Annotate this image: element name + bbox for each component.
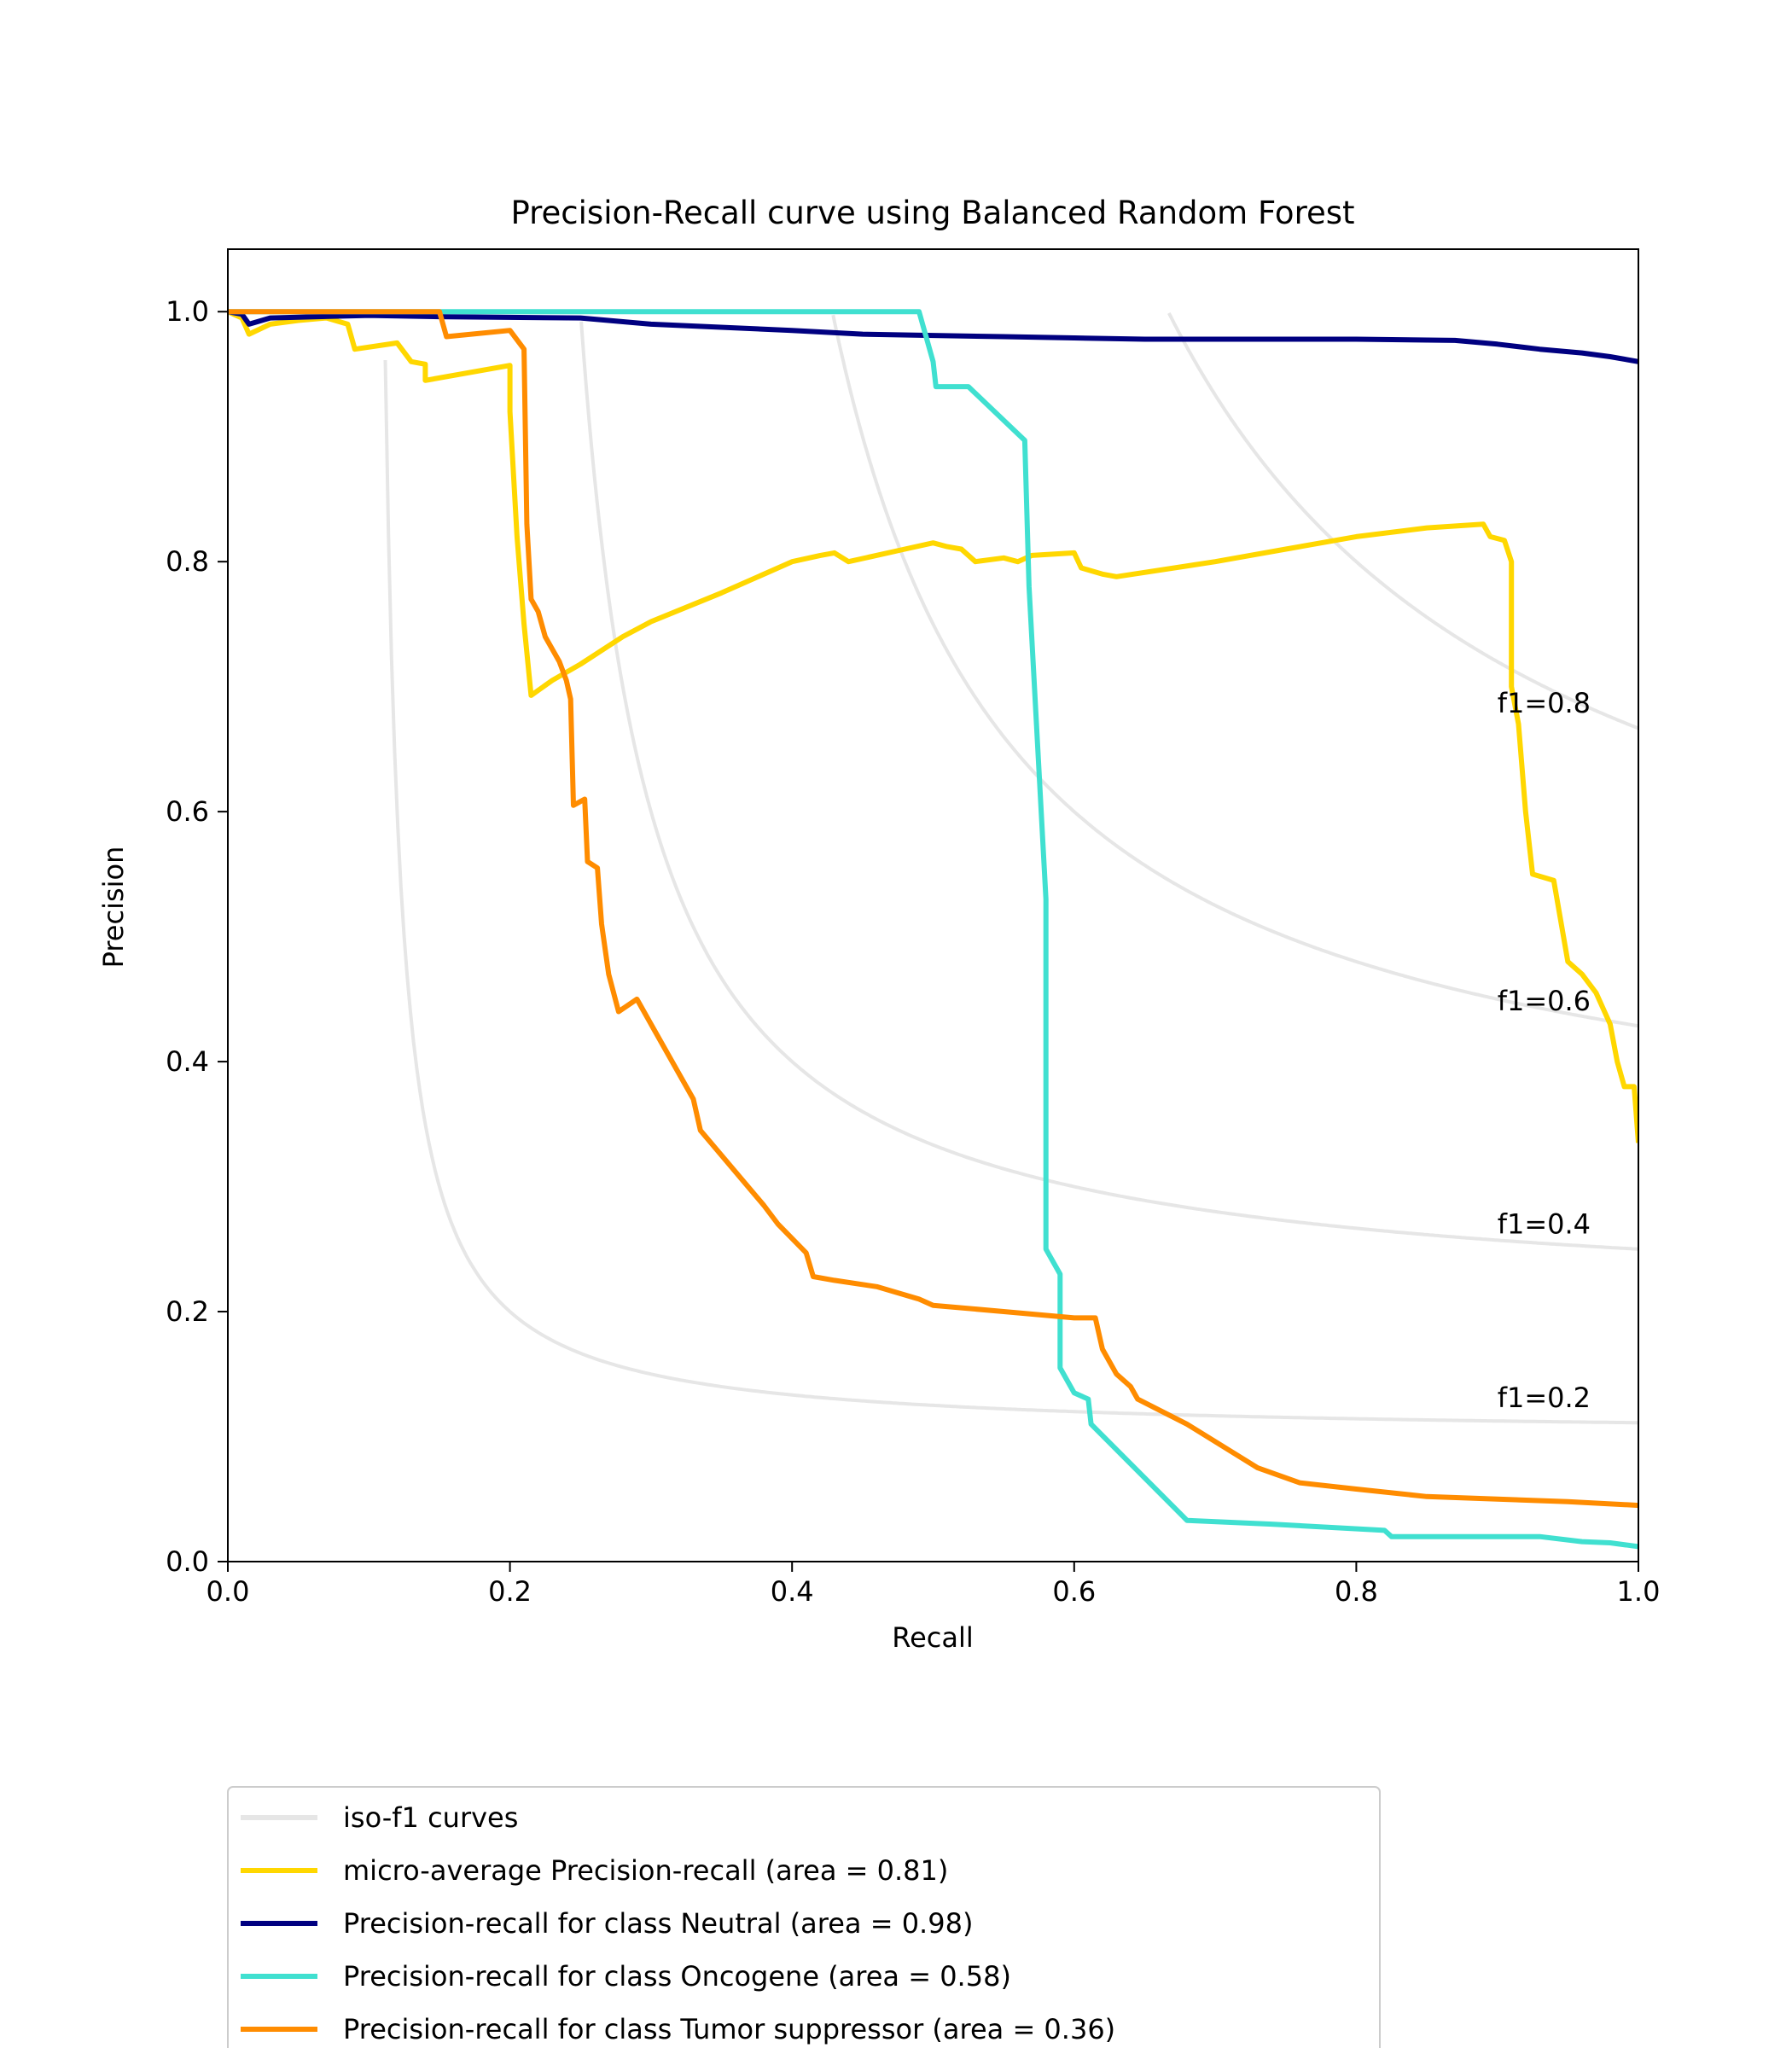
x-tick-label: 0.0 [207, 1575, 250, 1608]
x-tick-label: 0.8 [1335, 1575, 1378, 1608]
series-line-1 [228, 309, 1638, 1143]
plot-frame [227, 248, 1639, 1562]
iso-f1-curve-0.6 [831, 314, 1638, 1028]
y-axis-label: Precision [97, 847, 130, 969]
series-line-3 [228, 309, 1638, 1550]
legend-label: Precision-recall for class Tumor suppres… [343, 2013, 1115, 2045]
plot-area: f1=0.2 f1=0.4 f1=0.6 f1=0.8 [228, 309, 1638, 1550]
x-tick-label: 1.0 [1617, 1575, 1661, 1608]
legend-box [227, 1786, 1381, 2048]
legend: iso-f1 curves micro-average Precision-rec… [227, 1786, 1381, 2048]
iso-f1-curve-0.4 [579, 321, 1638, 1251]
chart-title: Precision-Recall curve using Balanced Ra… [510, 195, 1354, 231]
y-tick-label: 0.2 [166, 1295, 209, 1328]
iso-f1-curve-0.8 [1167, 311, 1638, 730]
y-tick-label: 1.0 [166, 295, 209, 328]
y-tick-label: 0.6 [166, 795, 209, 828]
x-tick-label: 0.4 [771, 1575, 814, 1608]
legend-label: Precision-recall for class Neutral (area… [343, 1907, 973, 1940]
iso-f1-label-0.4: f1=0.4 [1498, 1208, 1591, 1241]
x-axis-label: Recall [892, 1621, 973, 1654]
series-line-4 [228, 309, 1638, 1509]
legend-label: iso-f1 curves [343, 1801, 518, 1834]
series-line-2 [228, 309, 1638, 364]
iso-f1-label-0.6: f1=0.6 [1498, 985, 1591, 1017]
legend-label: micro-average Precision-recall (area = 0… [343, 1854, 948, 1887]
y-tick-label: 0.8 [166, 545, 209, 578]
legend-label: Precision-recall for class Oncogene (are… [343, 1960, 1011, 1993]
y-tick-label: 0.4 [166, 1045, 209, 1078]
x-tick-label: 0.6 [1052, 1575, 1096, 1608]
y-tick-label: 0.0 [166, 1545, 209, 1578]
iso-f1-label-0.2: f1=0.2 [1498, 1382, 1591, 1414]
plot-content [228, 309, 1638, 1550]
x-tick-label: 0.2 [488, 1575, 532, 1608]
iso-f1-curve-0.2 [383, 359, 1638, 1425]
iso-f1-label-0.8: f1=0.8 [1498, 687, 1591, 719]
axes: 0.0 0.2 0.4 0.6 0.8 1.0 0.0 0.2 0.4 0.6 0.8 1.0 [166, 248, 1661, 1608]
